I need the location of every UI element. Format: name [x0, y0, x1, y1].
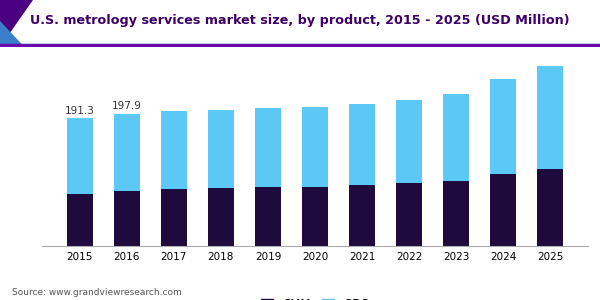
Bar	[208, 110, 234, 188]
Bar	[490, 79, 516, 174]
Polygon shape	[0, 21, 24, 46]
Bar	[161, 189, 187, 246]
Text: 197.9: 197.9	[112, 101, 142, 111]
Bar	[538, 169, 563, 246]
Bar	[67, 118, 92, 194]
Bar	[538, 66, 563, 169]
Bar	[490, 174, 516, 246]
Legend: CMM, ODS: CMM, ODS	[256, 293, 374, 300]
Text: Source: www.grandviewresearch.com: Source: www.grandviewresearch.com	[12, 288, 182, 297]
Bar	[443, 181, 469, 246]
Bar	[114, 191, 140, 246]
Bar	[349, 104, 375, 185]
Bar	[208, 188, 234, 246]
Polygon shape	[0, 0, 33, 46]
Bar	[67, 194, 92, 246]
Bar	[255, 108, 281, 187]
Text: U.S. metrology services market size, by product, 2015 - 2025 (USD Million): U.S. metrology services market size, by …	[30, 14, 570, 27]
Text: 191.3: 191.3	[65, 106, 95, 116]
Bar	[302, 107, 328, 187]
Bar	[396, 183, 422, 246]
Bar	[302, 187, 328, 246]
Bar	[349, 185, 375, 246]
Bar	[161, 111, 187, 189]
Bar	[114, 114, 140, 191]
Bar	[255, 187, 281, 246]
Bar	[443, 94, 469, 181]
Bar	[396, 100, 422, 183]
